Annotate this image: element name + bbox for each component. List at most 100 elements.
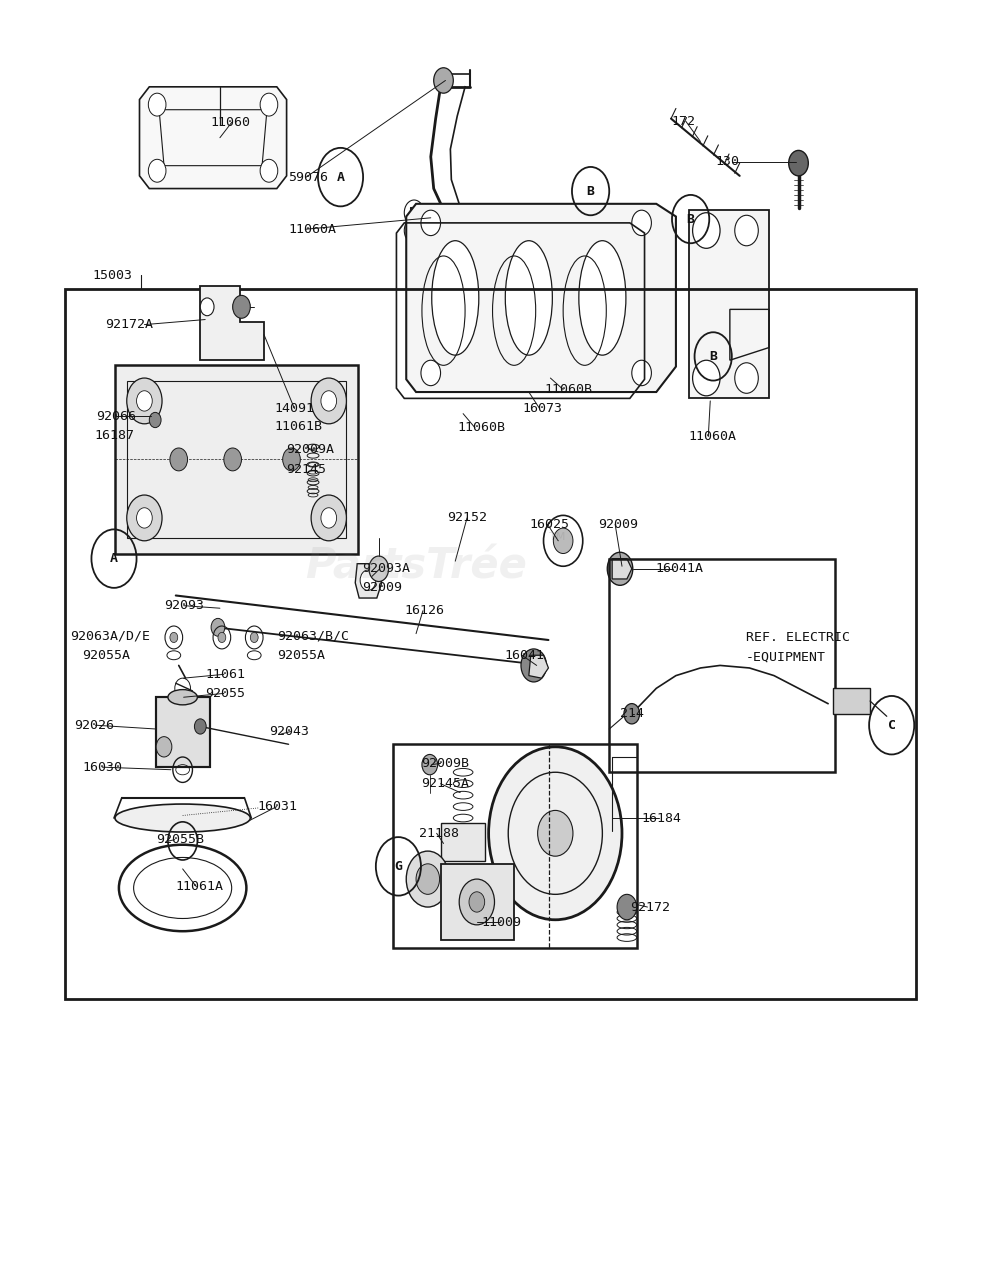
Text: 92009: 92009 (362, 581, 403, 594)
Text: 92063A/D/E: 92063A/D/E (70, 630, 150, 643)
Ellipse shape (115, 804, 250, 832)
Text: 21188: 21188 (419, 827, 459, 840)
Circle shape (218, 632, 225, 643)
Text: 59076: 59076 (289, 170, 328, 183)
Circle shape (521, 649, 547, 682)
Polygon shape (355, 563, 382, 598)
Circle shape (538, 810, 573, 856)
Circle shape (195, 719, 206, 735)
Text: 214: 214 (620, 708, 644, 721)
Text: 92009A: 92009A (287, 443, 334, 456)
Text: 11061A: 11061A (176, 881, 224, 893)
Text: 15003: 15003 (92, 269, 133, 282)
Circle shape (735, 362, 759, 393)
Bar (440, 864, 514, 940)
Ellipse shape (432, 241, 479, 355)
Text: 130: 130 (715, 155, 739, 169)
Text: PartsTrée: PartsTrée (306, 545, 527, 588)
Text: 11060A: 11060A (688, 430, 737, 443)
Text: 92172: 92172 (630, 901, 670, 914)
Text: 92043: 92043 (269, 724, 309, 739)
Text: 16073: 16073 (522, 402, 562, 415)
Text: A: A (110, 552, 118, 564)
Bar (156, 698, 210, 767)
Text: B: B (686, 212, 694, 225)
Circle shape (127, 378, 162, 424)
Bar (440, 823, 485, 861)
Circle shape (788, 151, 808, 175)
Text: REF. ELECTRIC: REF. ELECTRIC (746, 631, 850, 644)
Text: 16126: 16126 (405, 604, 444, 617)
Circle shape (170, 632, 178, 643)
Text: B: B (709, 349, 717, 364)
Text: 92055A: 92055A (277, 649, 324, 662)
Text: 11061B: 11061B (275, 420, 322, 433)
Text: A: A (336, 170, 344, 183)
Circle shape (607, 552, 633, 585)
Circle shape (422, 754, 437, 774)
Bar (394, 744, 637, 947)
Circle shape (156, 737, 172, 756)
Text: 92093: 92093 (164, 599, 204, 612)
Text: TM: TM (550, 532, 566, 541)
Text: 11060B: 11060B (545, 383, 592, 396)
Circle shape (553, 529, 573, 553)
Text: 92055A: 92055A (83, 649, 131, 662)
Circle shape (283, 448, 301, 471)
Circle shape (459, 879, 494, 925)
Circle shape (617, 895, 637, 920)
Circle shape (320, 390, 336, 411)
Bar (609, 558, 835, 772)
Circle shape (260, 159, 278, 182)
Text: 11060: 11060 (210, 116, 250, 129)
Bar (688, 210, 769, 398)
Bar (115, 365, 358, 553)
Circle shape (624, 704, 640, 724)
Text: 92009: 92009 (598, 518, 639, 531)
Text: 92063/B/C: 92063/B/C (277, 630, 349, 643)
Circle shape (136, 390, 152, 411)
Text: 11060A: 11060A (289, 223, 336, 236)
Circle shape (312, 378, 346, 424)
Text: 92009B: 92009B (421, 756, 469, 769)
Bar (833, 689, 870, 714)
Text: 92172A: 92172A (105, 319, 153, 332)
Circle shape (406, 851, 449, 908)
Circle shape (312, 495, 346, 541)
Circle shape (632, 210, 652, 236)
Circle shape (136, 508, 152, 529)
Text: 16184: 16184 (642, 812, 681, 824)
Ellipse shape (579, 241, 626, 355)
Circle shape (692, 212, 720, 248)
Circle shape (369, 556, 389, 581)
Ellipse shape (168, 690, 198, 705)
Bar (65, 289, 916, 998)
Text: 14091: 14091 (275, 402, 315, 415)
Polygon shape (612, 558, 632, 579)
Circle shape (360, 570, 376, 590)
Text: 16187: 16187 (94, 429, 135, 442)
Text: 16041A: 16041A (656, 562, 703, 575)
Circle shape (250, 632, 258, 643)
Polygon shape (139, 87, 287, 188)
Text: 16025: 16025 (530, 518, 570, 531)
Circle shape (320, 508, 336, 529)
Circle shape (421, 210, 440, 236)
Polygon shape (406, 204, 675, 392)
Ellipse shape (505, 241, 553, 355)
Text: 92026: 92026 (74, 718, 114, 732)
Text: G: G (395, 860, 403, 873)
Bar (156, 698, 210, 767)
Text: 92055: 92055 (205, 687, 245, 700)
Text: 92066: 92066 (96, 410, 136, 422)
Text: 16031: 16031 (257, 800, 297, 813)
Circle shape (489, 746, 622, 920)
Bar (127, 380, 346, 539)
Circle shape (148, 93, 166, 116)
Circle shape (127, 495, 162, 541)
Text: 92145A: 92145A (421, 777, 469, 790)
Text: 92145: 92145 (287, 463, 326, 476)
Text: 16030: 16030 (83, 760, 123, 773)
Circle shape (260, 93, 278, 116)
Text: 92093A: 92093A (362, 562, 410, 575)
